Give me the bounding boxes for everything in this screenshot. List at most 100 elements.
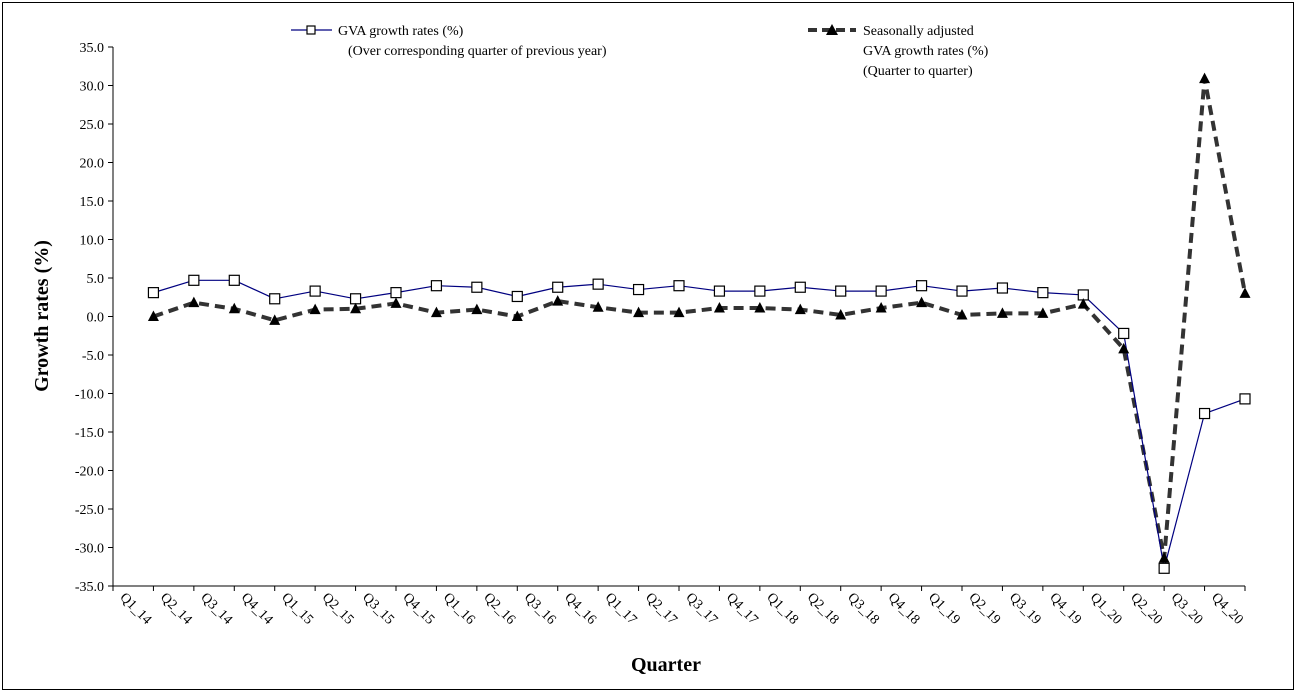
data-point-seasonally-adjusted — [552, 295, 564, 306]
y-tick-label: -5.0 — [82, 349, 104, 364]
x-tick-label: Q2_19 — [966, 590, 1004, 628]
data-point-gva — [592, 278, 604, 290]
data-point-seasonally-adjusted — [713, 302, 725, 313]
series-line-gva — [153, 279, 1246, 569]
x-axis-title: Quarter — [631, 654, 701, 676]
data-point-seasonally-adjusted — [228, 302, 240, 314]
data-point-gva — [713, 285, 726, 297]
y-tick-label: -10.0 — [75, 388, 104, 403]
y-ticks: 35.0 30.0 25.0 20.0 15.0 10.0 5.0 0.0 -5.0 -10.0 -… — [75, 41, 113, 595]
x-tick-label: Q2_17 — [642, 590, 680, 628]
data-point-seasonally-adjusted — [916, 296, 928, 308]
data-point-gva — [390, 287, 402, 299]
data-point-gva — [430, 280, 443, 292]
data-point-seasonally-adjusted — [350, 302, 362, 314]
data-point-seasonally-adjusted — [471, 303, 483, 315]
data-point-gva — [1118, 327, 1130, 340]
data-point-seasonally-adjusted — [754, 302, 766, 313]
y-tick-label: 10.0 — [80, 234, 105, 249]
data-point-seasonally-adjusted — [269, 314, 281, 325]
data-point-seasonally-adjusted — [511, 310, 523, 321]
data-point-gva — [147, 287, 160, 299]
x-tick-label: Q2_14 — [157, 590, 195, 628]
x-tick-label: Q4_20 — [1208, 590, 1246, 628]
x-tick-label: Q1_16 — [440, 590, 478, 628]
data-point-seasonally-adjusted — [633, 306, 645, 318]
y-axis-title: Growth rates (%) — [31, 240, 53, 392]
y-tick-label: -35.0 — [75, 580, 104, 595]
y-tick-label: 15.0 — [80, 195, 105, 210]
data-point-seasonally-adjusted — [1158, 552, 1170, 563]
x-tick-label: Q3_16 — [521, 590, 559, 628]
y-tick-label: 30.0 — [80, 80, 105, 95]
data-point-gva — [1198, 407, 1211, 420]
legend-label-sa-line2: GVA growth rates (%) — [863, 44, 989, 59]
x-tick-label: Q4_15 — [400, 590, 438, 628]
y-tick-label: -15.0 — [75, 426, 104, 441]
data-point-seasonally-adjusted — [309, 303, 321, 315]
data-point-seasonally-adjusted — [430, 306, 442, 318]
x-tick-label: Q4_18 — [885, 590, 923, 628]
data-point-gva — [1037, 287, 1049, 299]
data-point-seasonally-adjusted — [875, 302, 887, 313]
y-tick-label: 25.0 — [80, 118, 105, 133]
data-point-seasonally-adjusted — [673, 306, 685, 318]
legend-marker-filled-triangle — [826, 24, 838, 35]
data-point-gva — [835, 285, 847, 297]
data-point-seasonally-adjusted — [996, 307, 1008, 318]
x-tick-label: Q1_18 — [763, 590, 801, 628]
data-point-gva — [673, 280, 685, 292]
series-line-seasonally-adjusted — [152, 76, 1247, 561]
data-point-gva — [511, 290, 523, 303]
data-point-gva — [875, 285, 887, 297]
x-tick-label: Q1_17 — [602, 590, 640, 628]
x-tick-label: Q3_15 — [359, 590, 397, 628]
data-point-seasonally-adjusted — [592, 301, 604, 312]
y-tick-label: 0.0 — [87, 311, 105, 326]
data-point-gva — [1239, 393, 1251, 405]
x-tick-label: Q4_19 — [1046, 590, 1084, 628]
x-tick-label: Q4_16 — [561, 590, 599, 628]
x-ticks: Q1_14 Q2_14 Q3_14 Q4_14 Q1_15 Q2_15 Q3_15 Q4_15… — [112, 586, 1246, 628]
legend-label-sa-line1: Seasonally adjusted — [863, 24, 974, 39]
data-point-seasonally-adjusted — [1199, 72, 1211, 84]
legend: GVA growth rates (%) (Over corresponding… — [291, 24, 989, 79]
series-layer — [147, 72, 1251, 574]
data-point-gva — [188, 274, 200, 286]
x-tick-label: Q1_15 — [278, 590, 316, 628]
data-point-seasonally-adjusted — [390, 297, 402, 308]
legend-label-gva-line2: (Over corresponding quarter of previous … — [348, 44, 607, 59]
y-tick-label: 20.0 — [80, 157, 105, 172]
x-tick-label: Q1_20 — [1087, 590, 1125, 628]
y-tick-label: -30.0 — [75, 542, 104, 557]
data-point-gva — [269, 293, 281, 305]
x-tick-label: Q3_17 — [683, 590, 721, 628]
data-point-gva — [552, 281, 564, 293]
data-point-seasonally-adjusted — [1077, 298, 1089, 309]
data-point-seasonally-adjusted — [147, 310, 159, 321]
x-tick-label: Q1_19 — [925, 590, 963, 628]
data-point-gva — [228, 274, 240, 286]
data-point-gva — [915, 280, 928, 292]
data-point-seasonally-adjusted — [956, 308, 968, 320]
data-point-seasonally-adjusted — [1239, 287, 1251, 298]
x-tick-label: Q2_15 — [319, 590, 357, 628]
x-tick-label: Q1_14 — [117, 590, 155, 628]
data-point-gva — [794, 281, 806, 293]
x-tick-label: Q2_18 — [804, 590, 842, 628]
x-tick-label: Q3_19 — [1006, 590, 1044, 628]
data-point-seasonally-adjusted — [1118, 342, 1130, 354]
data-point-gva — [956, 285, 968, 297]
data-point-gva — [632, 283, 645, 296]
legend-entry-seasonally-adjusted: Seasonally adjusted GVA growth rates (%)… — [808, 24, 989, 79]
y-tick-label: -25.0 — [75, 503, 104, 518]
data-point-gva — [754, 285, 766, 297]
data-point-seasonally-adjusted — [835, 308, 847, 320]
data-point-gva — [1158, 562, 1170, 574]
data-point-gva — [349, 293, 362, 305]
x-tick-label: Q4_17 — [723, 590, 761, 628]
y-tick-label: 5.0 — [87, 272, 105, 287]
legend-entry-gva: GVA growth rates (%) (Over corresponding… — [291, 24, 607, 59]
y-tick-label: -20.0 — [75, 465, 104, 480]
